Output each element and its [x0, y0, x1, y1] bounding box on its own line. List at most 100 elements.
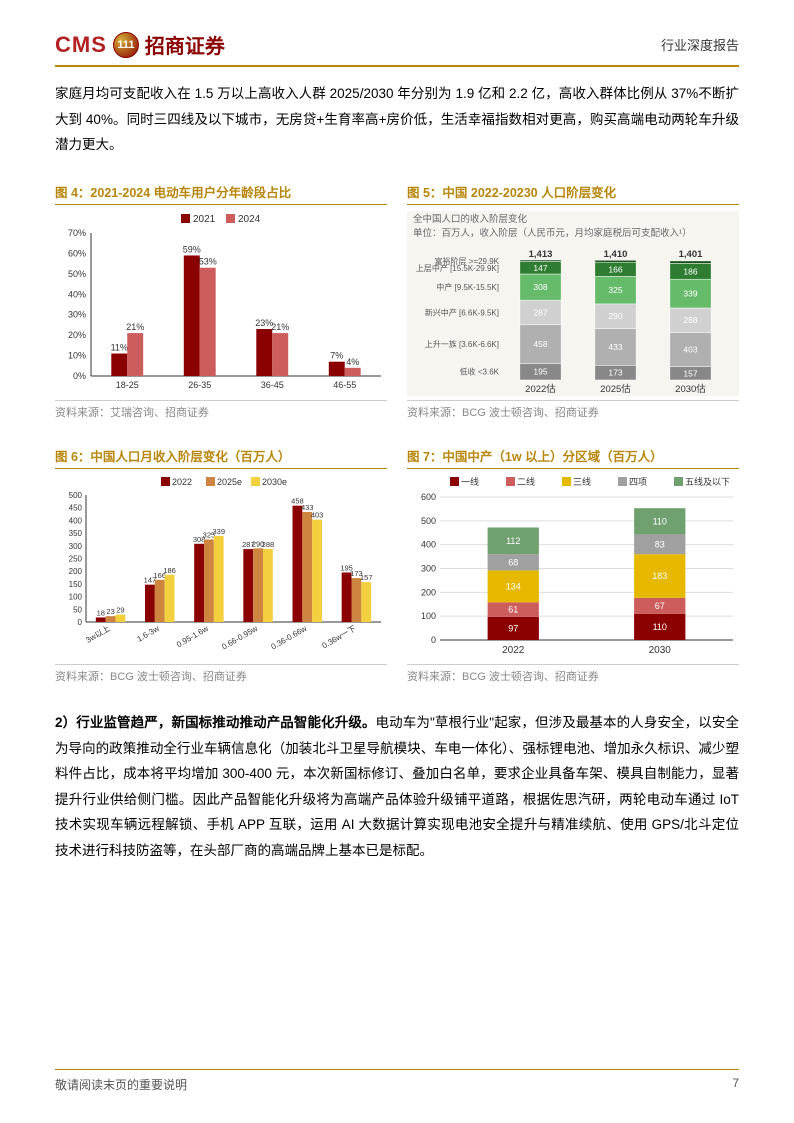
svg-text:450: 450	[69, 504, 83, 513]
svg-text:147: 147	[533, 262, 547, 272]
page-footer: 敬请阅读末页的重要说明 7	[55, 1069, 739, 1093]
svg-text:一线: 一线	[461, 476, 479, 487]
svg-text:2030估: 2030估	[675, 383, 706, 395]
svg-text:3w以上: 3w以上	[84, 624, 111, 645]
footer-left: 敬请阅读末页的重要说明	[55, 1076, 187, 1093]
svg-text:2022: 2022	[172, 477, 192, 487]
svg-text:288: 288	[683, 315, 697, 325]
svg-text:183: 183	[652, 571, 667, 581]
svg-text:110: 110	[653, 516, 667, 526]
chart7-source: 资料来源：BCG 波士顿咨询、招商证券	[407, 664, 739, 684]
svg-text:20%: 20%	[68, 330, 86, 340]
svg-text:2021: 2021	[193, 214, 216, 225]
svg-text:200: 200	[69, 567, 83, 576]
chart4-title: 图 4：2021-2024 电动车用户分年龄段占比	[55, 182, 387, 205]
chart-row-2: 图 6：中国人口月收入阶层变化（百万人） 2022 2025e 2030e 0 50 10…	[55, 446, 739, 702]
chart7-col: 图 7：中国中产（1w 以上）分区域（百万人） 一线 二线 三线 四项 五线及以下 0 10…	[407, 446, 739, 702]
svg-text:21%: 21%	[271, 322, 289, 332]
svg-text:339: 339	[683, 288, 697, 298]
svg-text:157: 157	[683, 368, 697, 378]
svg-text:上升一族 [3.6K-6.6K]: 上升一族 [3.6K-6.6K]	[425, 339, 499, 349]
svg-text:186: 186	[163, 566, 176, 575]
svg-text:150: 150	[69, 580, 83, 589]
svg-text:7%: 7%	[330, 351, 343, 361]
svg-text:1,413: 1,413	[529, 249, 553, 260]
paragraph-2: 2）行业监管趋严，新国标推动推动产品智能化升级。电动车为"草根行业"起家，但涉及…	[55, 710, 739, 864]
para2-bold: 2）行业监管趋严，新国标推动推动产品智能化升级。	[55, 715, 376, 730]
svg-text:83: 83	[655, 539, 665, 549]
svg-text:433: 433	[608, 342, 622, 352]
svg-text:400: 400	[69, 516, 83, 525]
svg-text:97: 97	[508, 623, 518, 633]
chart4-col: 图 4：2021-2024 电动车用户分年龄段占比 202120240%10%2…	[55, 182, 387, 438]
svg-text:29: 29	[116, 606, 124, 615]
svg-text:0: 0	[431, 635, 436, 645]
chart5-sub2: 单位：百万人，收入阶层（人民币元，月均家庭税后可支配收入¹）	[413, 228, 733, 240]
svg-text:新兴中产 [6.6K-9.5K]: 新兴中产 [6.6K-9.5K]	[425, 307, 499, 317]
svg-text:0.36w一下: 0.36w一下	[321, 624, 358, 650]
svg-text:二线: 二线	[517, 476, 535, 487]
chart6-col: 图 6：中国人口月收入阶层变化（百万人） 20222025e2030e05010…	[55, 446, 387, 702]
chart5: 全中国人口的收入阶层变化 单位：百万人，收入阶层（人民币元，月均家庭税后可支配收…	[407, 211, 739, 396]
logo-block: CMS 111 招商证券	[55, 30, 225, 59]
svg-text:0.95-1.6w: 0.95-1.6w	[175, 624, 210, 649]
chart5-source: 资料来源：BCG 波士顿咨询、招商证券	[407, 400, 739, 420]
svg-text:300: 300	[69, 542, 83, 551]
chart6-source: 资料来源：BCG 波士顿咨询、招商证券	[55, 664, 387, 684]
page-header: CMS 111 招商证券 行业深度报告	[55, 30, 739, 67]
svg-text:53%: 53%	[199, 257, 217, 267]
chart-row-1: 图 4：2021-2024 电动车用户分年龄段占比 202120240%10%2…	[55, 182, 739, 438]
svg-text:288: 288	[262, 540, 275, 549]
svg-text:1.6-3w: 1.6-3w	[135, 624, 160, 644]
chart6: 20222025e2030e05010015020025030035040045…	[55, 475, 387, 660]
svg-text:173: 173	[608, 367, 622, 377]
logo-circle-icon: 111	[113, 32, 139, 58]
svg-text:23: 23	[106, 607, 114, 616]
svg-text:中产 [9.5K-15.5K]: 中产 [9.5K-15.5K]	[436, 282, 499, 292]
svg-text:低收 <3.6K: 低收 <3.6K	[460, 366, 500, 376]
svg-text:2030: 2030	[649, 645, 672, 656]
svg-text:18: 18	[97, 608, 105, 617]
svg-text:403: 403	[311, 511, 324, 520]
svg-text:2030e: 2030e	[262, 477, 287, 487]
svg-text:30%: 30%	[68, 310, 86, 320]
svg-text:1,401: 1,401	[679, 249, 703, 260]
svg-text:21%: 21%	[126, 322, 144, 332]
svg-text:0.66-0.95w: 0.66-0.95w	[220, 624, 259, 652]
svg-text:68: 68	[508, 557, 518, 567]
chart6-title: 图 6：中国人口月收入阶层变化（百万人）	[55, 446, 387, 469]
svg-text:50%: 50%	[68, 269, 86, 279]
svg-text:110: 110	[653, 622, 667, 632]
logo-cn: 招商证券	[145, 30, 225, 59]
svg-text:四项: 四项	[629, 477, 647, 487]
svg-text:三线: 三线	[573, 476, 591, 487]
svg-text:50: 50	[73, 605, 82, 614]
chart4: 202120240%10%20%30%40%50%60%70%11%21%18-…	[55, 211, 387, 396]
svg-text:290: 290	[608, 311, 622, 321]
svg-text:70%: 70%	[68, 228, 86, 238]
svg-text:339: 339	[212, 527, 225, 536]
svg-text:112: 112	[506, 536, 520, 546]
svg-text:五线及以下: 五线及以下	[685, 476, 730, 487]
svg-text:325: 325	[608, 285, 622, 295]
svg-text:26-35: 26-35	[188, 380, 211, 390]
svg-text:11%: 11%	[111, 342, 128, 352]
svg-text:186: 186	[683, 266, 697, 276]
svg-text:2022估: 2022估	[525, 383, 556, 395]
svg-text:200: 200	[421, 587, 436, 597]
logo-cms: CMS	[55, 32, 107, 58]
svg-text:600: 600	[421, 492, 436, 502]
chart7-title: 图 7：中国中产（1w 以上）分区域（百万人）	[407, 446, 739, 469]
svg-text:2024: 2024	[238, 214, 261, 225]
svg-text:40%: 40%	[68, 289, 86, 299]
svg-text:400: 400	[421, 540, 436, 550]
svg-text:100: 100	[421, 611, 436, 621]
svg-text:2025e: 2025e	[217, 477, 242, 487]
svg-text:18-25: 18-25	[116, 380, 139, 390]
svg-text:2025估: 2025估	[600, 383, 631, 395]
svg-text:458: 458	[533, 339, 547, 349]
chart5-title: 图 5：中国 2022-20230 人口阶层变化	[407, 182, 739, 205]
svg-text:上层中产 [15.5K-29.9K]: 上层中产 [15.5K-29.9K]	[416, 262, 499, 272]
svg-text:157: 157	[360, 573, 373, 582]
chart5-col: 图 5：中国 2022-20230 人口阶层变化 全中国人口的收入阶层变化 单位…	[407, 182, 739, 438]
